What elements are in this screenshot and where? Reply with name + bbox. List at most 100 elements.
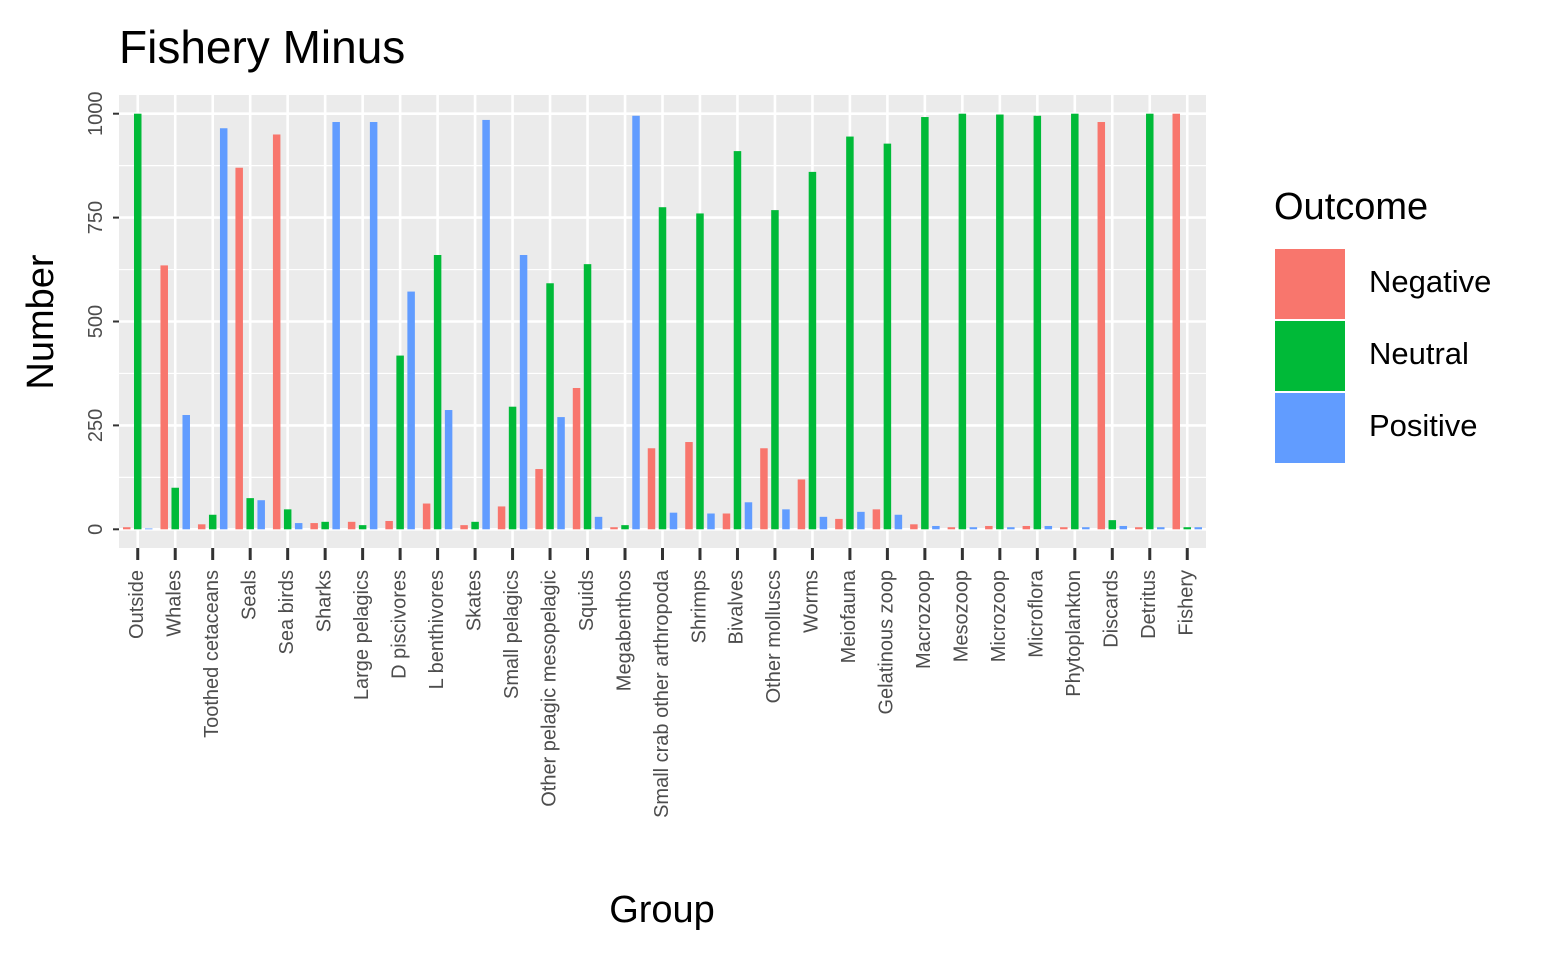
legend-key-neutral — [1275, 321, 1345, 391]
x-tick-label-small-pelagics: Small pelagics — [501, 570, 523, 699]
bar-neutral-shrimps — [696, 213, 704, 530]
bar-neutral-sharks — [321, 521, 329, 530]
bar-neutral-bivalves — [733, 151, 742, 530]
bar-negative-macrozoop — [910, 524, 918, 530]
bar-positive-squids — [594, 516, 603, 530]
x-tick-label-large-pelagics: Large pelagics — [351, 570, 373, 700]
x-tick-label-discards: Discards — [1101, 570, 1123, 648]
x-tick-label-other-molluscs: Other molluscs — [763, 570, 785, 703]
bar-neutral-microzoop — [996, 114, 1004, 530]
bar-positive-l-benthivores — [444, 410, 453, 530]
x-tick-label-meiofauna: Meiofauna — [838, 569, 860, 663]
bar-negative-megabenthos — [610, 527, 618, 530]
bar-neutral-macrozoop — [921, 117, 929, 530]
y-tick-label: 750 — [85, 201, 107, 234]
bar-negative-bivalves — [722, 513, 731, 530]
bar-neutral-megabenthos — [621, 525, 629, 530]
bar-neutral-phytoplankton — [1071, 113, 1079, 530]
bar-neutral-seals — [246, 498, 254, 530]
bar-neutral-toothed-cetaceans — [208, 514, 217, 530]
bar-neutral-l-benthivores — [433, 255, 442, 530]
bar-neutral-d-piscivores — [396, 355, 404, 530]
bar-neutral-whales — [171, 487, 179, 530]
bar-positive-worms — [819, 516, 828, 530]
y-axis-title: Number — [20, 254, 62, 389]
bar-positive-gelatinous-zoop — [894, 514, 903, 530]
x-tick-label-phytoplankton: Phytoplankton — [1063, 570, 1085, 697]
bar-negative-gelatinous-zoop — [872, 509, 881, 530]
bar-positive-microzoop — [1007, 527, 1015, 530]
bar-negative-skates — [460, 525, 468, 530]
x-tick-label-worms: Worms — [801, 570, 823, 633]
bar-neutral-worms — [808, 171, 817, 530]
bar-positive-other-pelagic-mesopelagic — [557, 417, 565, 530]
x-tick-label-skates: Skates — [463, 570, 485, 631]
x-tick-label-microzoop: Microzoop — [988, 570, 1010, 662]
y-axis-ticks: 0 250 500 750 1000 — [85, 91, 119, 535]
legend-key-positive — [1275, 393, 1345, 463]
bar-negative-mesozoop — [947, 527, 956, 530]
bar-negative-microflora — [1022, 525, 1031, 530]
x-tick-label-seals: Seals — [238, 570, 260, 620]
bar-positive-toothed-cetaceans — [219, 128, 228, 530]
x-tick-label-fishery: Fishery — [1176, 570, 1198, 636]
legend-label-negative: Negative — [1369, 264, 1491, 299]
bar-positive-discards — [1119, 525, 1128, 530]
bar-negative-detritus — [1135, 527, 1143, 530]
chart-title: Fishery Minus — [119, 21, 405, 73]
x-tick-label-megabenthos: Megabenthos — [613, 570, 635, 691]
x-tick-label-outside: Outside — [126, 570, 148, 639]
x-tick-label-microflora: Microflora — [1026, 569, 1048, 658]
bar-neutral-sea-birds — [283, 509, 292, 530]
bar-neutral-small-crab-other-arthropoda — [658, 207, 667, 530]
y-tick-label: 250 — [85, 409, 107, 442]
bar-negative-shrimps — [685, 442, 693, 530]
bar-negative-l-benthivores — [422, 503, 431, 530]
bar-neutral-other-pelagic-mesopelagic — [546, 283, 554, 530]
x-tick-label-sharks: Sharks — [313, 570, 335, 632]
y-tick-label: 500 — [85, 305, 107, 338]
y-tick-label: 0 — [85, 524, 107, 535]
x-tick-label-other-pelagic-mesopelagic: Other pelagic mesopelagic — [538, 570, 560, 807]
x-axis-ticks: Outside Whales Toothed cetaceans Seals Sea b… — [126, 548, 1198, 818]
bar-negative-large-pelagics — [347, 521, 356, 530]
bar-positive-bivalves — [744, 502, 753, 530]
bar-positive-d-piscivores — [407, 291, 415, 530]
bar-positive-phytoplankton — [1082, 527, 1090, 530]
x-tick-label-l-benthivores: L benthivores — [426, 570, 448, 689]
legend-label-positive: Positive — [1369, 408, 1478, 443]
bar-positive-mesozoop — [969, 527, 978, 530]
bar-positive-macrozoop — [932, 525, 940, 530]
x-tick-label-macrozoop: Macrozoop — [913, 570, 935, 669]
x-tick-label-detritus: Detritus — [1138, 570, 1160, 639]
bar-positive-small-pelagics — [519, 255, 528, 530]
legend-title: Outcome — [1274, 186, 1428, 228]
bar-negative-outside — [122, 527, 131, 530]
legend-key-negative — [1275, 249, 1345, 319]
bar-positive-meiofauna — [857, 511, 865, 530]
bar-neutral-discards — [1108, 520, 1117, 530]
bar-negative-small-pelagics — [497, 506, 506, 530]
bar-positive-whales — [182, 415, 190, 530]
bar-neutral-other-molluscs — [771, 210, 779, 530]
x-axis-title: Group — [609, 889, 715, 931]
y-tick-label: 1000 — [85, 91, 107, 136]
bar-neutral-gelatinous-zoop — [883, 143, 892, 530]
bar-positive-detritus — [1157, 527, 1165, 530]
bars — [122, 113, 1203, 530]
bar-neutral-fishery — [1183, 527, 1192, 530]
bar-neutral-small-pelagics — [508, 406, 517, 530]
x-tick-label-toothed-cetaceans: Toothed cetaceans — [201, 570, 223, 738]
bar-negative-other-molluscs — [760, 448, 768, 530]
bar-positive-seals — [257, 500, 265, 530]
bar-negative-sea-birds — [272, 134, 281, 530]
bar-positive-shrimps — [707, 513, 715, 530]
x-tick-label-sea-birds: Sea birds — [276, 570, 298, 655]
bar-neutral-microflora — [1033, 115, 1042, 530]
bar-negative-other-pelagic-mesopelagic — [535, 469, 543, 530]
x-tick-label-d-piscivores: D piscivores — [388, 570, 410, 679]
bar-neutral-detritus — [1146, 113, 1154, 530]
bar-positive-outside — [144, 528, 153, 530]
bar-positive-fishery — [1194, 527, 1203, 530]
bar-neutral-large-pelagics — [358, 525, 367, 530]
